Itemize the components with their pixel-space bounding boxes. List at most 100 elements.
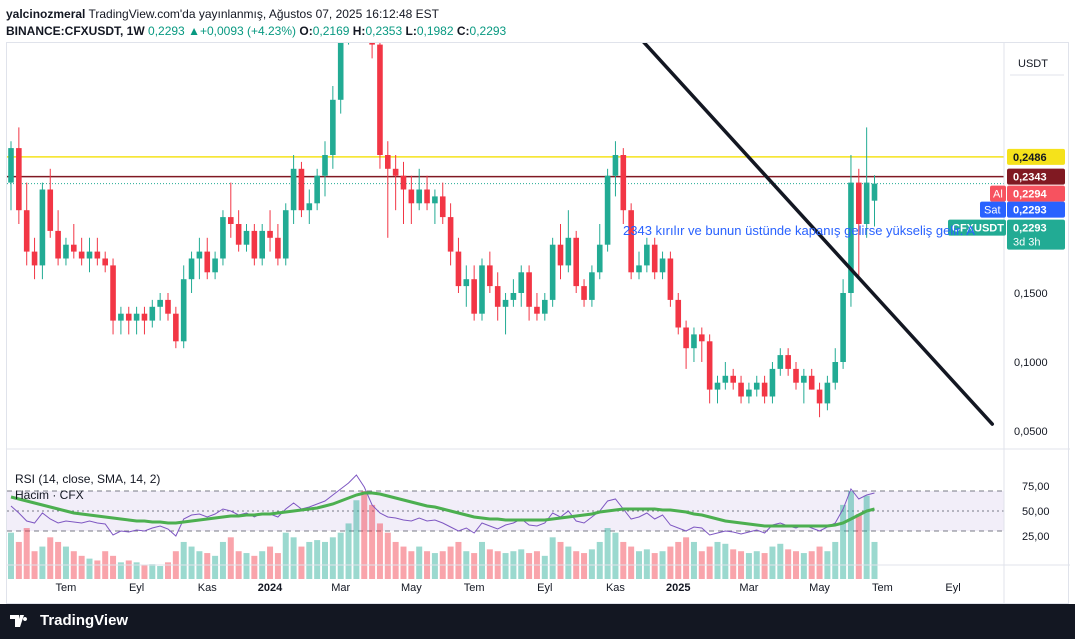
volume-bar bbox=[855, 514, 862, 579]
price-chart[interactable]: USDT0,55000,50000,45000,40000,35000,1500… bbox=[7, 0, 1070, 605]
time-axis-label: Eyl bbox=[129, 582, 144, 594]
volume-bar bbox=[110, 555, 117, 579]
up-triangle-icon: ▲ bbox=[188, 24, 200, 38]
volume-bar bbox=[384, 532, 391, 579]
trend-line[interactable] bbox=[388, 0, 994, 426]
publish-info: TradingView.com'da yayınlanmış, Ağustos … bbox=[85, 7, 439, 21]
volume-bar bbox=[604, 528, 611, 579]
candle-body bbox=[753, 382, 760, 390]
volume-bar bbox=[565, 546, 572, 579]
chart-frame[interactable]: USDT0,55000,50000,45000,40000,35000,1500… bbox=[6, 0, 1070, 605]
volume-bar bbox=[180, 541, 187, 579]
candle-body bbox=[377, 44, 383, 155]
candle-body bbox=[471, 279, 477, 314]
ohlc-line: BINANCE:CFXUSDT, 1W 0,2293 ▲+0,0093 (+4.… bbox=[6, 23, 506, 40]
price-tick-label: 0,1000 bbox=[1014, 357, 1048, 369]
volume-bar bbox=[431, 553, 438, 579]
candle-body bbox=[298, 168, 305, 211]
tradingview-logo[interactable]: TradingView bbox=[10, 612, 128, 629]
candle-body bbox=[141, 313, 148, 321]
candle-body bbox=[63, 244, 69, 259]
volume-bar bbox=[785, 549, 792, 579]
volume-bar bbox=[94, 560, 101, 579]
candle-body bbox=[400, 175, 407, 190]
volume-bar bbox=[157, 566, 164, 579]
candle-body bbox=[824, 382, 831, 404]
candles[interactable] bbox=[8, 0, 878, 418]
volume-bar bbox=[526, 553, 533, 579]
volume-bar bbox=[212, 555, 219, 579]
candle-body bbox=[31, 251, 38, 266]
candle-body bbox=[518, 272, 525, 293]
volume-bar bbox=[337, 532, 344, 579]
candle-body bbox=[220, 217, 226, 259]
candle-body bbox=[502, 299, 509, 307]
candle-body bbox=[267, 230, 273, 238]
volume-bar bbox=[392, 541, 399, 579]
volume-bar bbox=[329, 537, 336, 579]
level-2343-tag: 0,2343 bbox=[1013, 172, 1047, 184]
candle-body bbox=[699, 334, 705, 342]
author-name[interactable]: yalcinozmeral bbox=[6, 7, 86, 21]
time-axis-label: Eyl bbox=[537, 582, 552, 594]
volume-bar bbox=[314, 540, 321, 579]
symbol-tag: CFXUSDT bbox=[952, 223, 1004, 235]
candle-body bbox=[188, 258, 195, 280]
time-axis-label: 2024 bbox=[258, 582, 283, 594]
candle-body bbox=[110, 265, 116, 321]
volume-bar bbox=[447, 546, 454, 579]
candle-body bbox=[565, 237, 572, 266]
candle-body bbox=[196, 251, 203, 259]
volume-bar bbox=[165, 562, 171, 579]
candle-body bbox=[16, 148, 22, 211]
volume-bar bbox=[62, 546, 69, 579]
volume-bar bbox=[628, 546, 635, 579]
open-value: 0,2169 bbox=[312, 24, 350, 38]
volume-bar bbox=[204, 553, 211, 579]
volume-label[interactable]: Hacim · CFX bbox=[15, 488, 84, 502]
candle-body bbox=[667, 258, 674, 300]
volume-bar bbox=[133, 562, 140, 579]
candle-body bbox=[479, 265, 485, 314]
volume-bar bbox=[596, 541, 603, 579]
time-axis-label: Tem bbox=[464, 582, 485, 594]
volume-bar bbox=[290, 537, 297, 579]
time-axis-label: Eyl bbox=[945, 582, 960, 594]
candle-body bbox=[282, 210, 289, 259]
candle-body bbox=[322, 155, 328, 176]
candle-body bbox=[439, 196, 446, 218]
candle-body bbox=[385, 155, 391, 169]
candle-body bbox=[549, 244, 556, 300]
time-axis-label: Kas bbox=[198, 582, 217, 594]
candle-body bbox=[651, 244, 658, 273]
candle-body bbox=[180, 279, 187, 342]
candle-body bbox=[856, 182, 862, 224]
volume-bar bbox=[78, 555, 85, 579]
candle-body bbox=[204, 251, 211, 273]
volume-bar bbox=[588, 549, 595, 579]
volume-bar bbox=[761, 553, 768, 579]
volume-bar bbox=[863, 495, 870, 579]
sell-value-bg bbox=[1007, 185, 1065, 202]
last-price: 0,2293 bbox=[148, 24, 185, 38]
volume-bar bbox=[612, 532, 619, 579]
volume-bar bbox=[832, 541, 839, 579]
candle-body bbox=[165, 299, 171, 314]
candle-body bbox=[369, 0, 375, 45]
volume-bar bbox=[55, 541, 62, 579]
sell-value: 0,2294 bbox=[1013, 189, 1048, 201]
candle-body bbox=[628, 210, 634, 273]
candle-body bbox=[251, 230, 258, 259]
volume-bar bbox=[117, 562, 124, 579]
rsi-label[interactable]: RSI (14, close, SMA, 14, 2) bbox=[15, 472, 160, 486]
last-price-tag-bg bbox=[1007, 219, 1065, 250]
candle-body bbox=[557, 244, 564, 266]
volume-bar bbox=[479, 541, 485, 579]
candle-body bbox=[832, 362, 839, 383]
candle-body bbox=[738, 382, 744, 397]
volume-bar bbox=[745, 553, 752, 579]
chart-annotation[interactable]: 2343 kırılır ve bunun üstünde kapanış ge… bbox=[623, 223, 975, 238]
candle-body bbox=[785, 355, 791, 369]
buy-value-bg bbox=[1007, 201, 1065, 218]
volume-bar bbox=[840, 504, 847, 579]
